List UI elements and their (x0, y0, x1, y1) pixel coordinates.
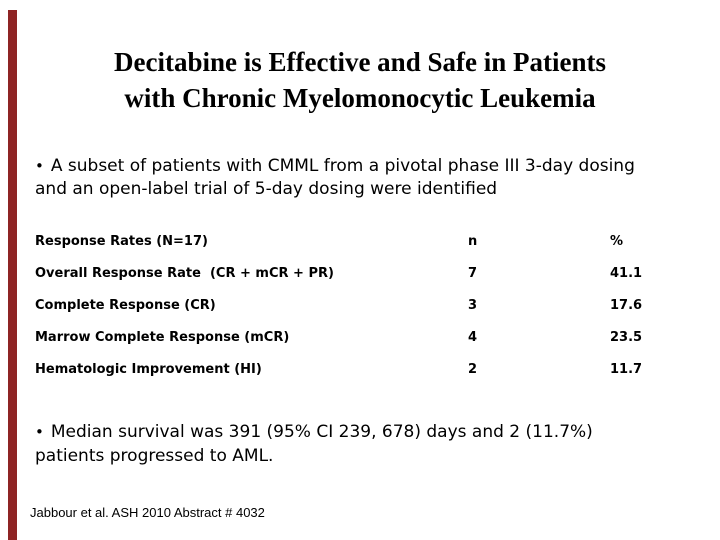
bullet-intro-text1: A subset of patients with CMML from a pi… (50, 156, 635, 176)
table-row-n: 7 (468, 266, 478, 281)
slide-title-line1: Decitabine is Effective and Safe in Pati… (114, 47, 606, 77)
bullet-survival-text1: Median survival was 391 (95% CI 239, 678… (50, 422, 593, 442)
table-row-label: Complete Response (CR) (35, 298, 216, 313)
bullet-intro-line1: • A subset of patients with CMML from a p… (35, 155, 705, 178)
table-row-n: 4 (468, 330, 478, 345)
table-row: Marrow Complete Response (mCR) 4 23.5 (0, 330, 720, 348)
bullet-survival: • Median survival was 391 (95% CI 239, 67… (35, 420, 695, 468)
table-row: Overall Response Rate (CR + mCR + PR) 7 … (0, 266, 720, 284)
table-row-label: Overall Response Rate (CR + mCR + PR) (35, 266, 334, 281)
bullet-icon: • (35, 157, 44, 175)
table-row: Complete Response (CR) 3 17.6 (0, 298, 720, 316)
table-row-n: 2 (468, 362, 478, 377)
table-row-label: Marrow Complete Response (mCR) (35, 330, 290, 345)
left-accent-bar (8, 10, 17, 540)
bullet-intro-line2: and an open-label trial of 5-day dosing … (35, 179, 498, 199)
table-row-pct: 41.1 (610, 266, 643, 281)
table-row-n: 3 (468, 298, 478, 313)
slide-title: Decitabine is Effective and Safe in Pati… (20, 44, 700, 116)
table-header-row: Response Rates (N=17) n % (0, 234, 720, 252)
slide-title-line2: with Chronic Myelomonocytic Leukemia (124, 83, 596, 113)
table-row-pct: 17.6 (610, 298, 643, 313)
table-row-label: Hematologic Improvement (HI) (35, 362, 262, 377)
bullet-intro: • A subset of patients with CMML from a p… (35, 155, 705, 201)
bullet-icon: • (35, 423, 44, 441)
citation-footer: Jabbour et al. ASH 2010 Abstract # 4032 (30, 505, 265, 520)
table-row-pct: 11.7 (610, 362, 643, 377)
table-header-label: Response Rates (N=17) (35, 234, 208, 249)
table-row: Hematologic Improvement (HI) 2 11.7 (0, 362, 720, 380)
table-header-pct: % (610, 234, 624, 249)
table-row-pct: 23.5 (610, 330, 643, 345)
bullet-survival-line1: • Median survival was 391 (95% CI 239, 67… (35, 420, 695, 444)
table-header-n: n (468, 234, 478, 249)
bullet-survival-line2: patients progressed to AML. (35, 446, 274, 466)
